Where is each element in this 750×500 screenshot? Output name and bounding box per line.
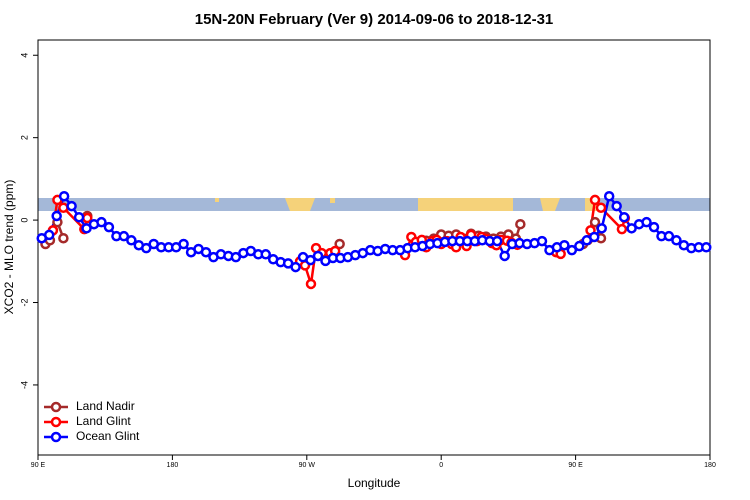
plot-area [36, 190, 712, 290]
data-point [58, 232, 69, 244]
data-point [58, 202, 69, 213]
x-tick-label: 90 E [568, 462, 583, 469]
data-point [596, 223, 607, 234]
data-point [589, 194, 601, 206]
data-point [626, 223, 637, 234]
data-point [491, 235, 503, 247]
data-point [43, 229, 55, 241]
y-tick-label: 2 [19, 135, 29, 140]
data-point [66, 200, 77, 212]
land-mask-strip [38, 198, 710, 211]
chart-title: 15N-20N February (Ver 9) 2014-09-06 to 2… [195, 11, 554, 28]
data-point [305, 278, 317, 290]
data-point [118, 230, 130, 242]
legend-label: Land Glint [76, 414, 131, 428]
data-point [334, 238, 345, 250]
land-strip [215, 198, 597, 211]
data-point [230, 251, 242, 263]
y-tick-label: -2 [19, 299, 29, 307]
data-point [499, 250, 510, 262]
data-point [141, 242, 152, 254]
data-point [616, 223, 628, 235]
y-tick-label: -4 [19, 381, 29, 389]
x-tick-label: 90 E [31, 462, 46, 469]
data-point [589, 216, 601, 228]
x-tick-label: 180 [167, 462, 179, 469]
data-point [536, 235, 548, 247]
legend-marker [50, 401, 62, 413]
data-point [126, 235, 137, 246]
data-point [611, 200, 622, 212]
data-point [595, 202, 607, 213]
legend-label: Ocean Glint [76, 429, 140, 443]
y-tick-label: 4 [19, 53, 29, 58]
x-tick-label: 0 [439, 462, 443, 469]
data-point [73, 211, 85, 223]
y-axis-label: XCO2 - MLO trend (ppm) [2, 180, 16, 315]
data-point [559, 239, 570, 251]
legend-label: Land Nadir [76, 399, 135, 413]
data-point [574, 240, 585, 252]
data-point [103, 221, 115, 233]
data-point [305, 254, 316, 266]
legend-marker [50, 416, 62, 428]
data-point [515, 218, 526, 230]
data-point [290, 261, 301, 273]
data-point [58, 190, 70, 202]
x-axis-label: Longitude [348, 476, 401, 490]
data-point [589, 231, 600, 243]
data-point [312, 250, 324, 262]
x-tick-label: 180 [704, 462, 716, 469]
data-point [648, 221, 660, 233]
data-point [260, 249, 271, 260]
data-point [701, 242, 712, 253]
data-point [51, 210, 62, 222]
x-tick-label: 90 W [299, 462, 316, 469]
y-tick-label: 0 [19, 218, 29, 223]
data-point [671, 235, 682, 246]
data-point [96, 216, 107, 228]
data-point [566, 244, 578, 256]
legend-marker [50, 431, 62, 443]
data-point [641, 216, 652, 228]
data-point [618, 211, 630, 223]
data-point [603, 190, 615, 202]
data-point [178, 238, 189, 250]
data-point [200, 246, 212, 258]
data-point [81, 223, 92, 234]
data-point [663, 230, 675, 242]
